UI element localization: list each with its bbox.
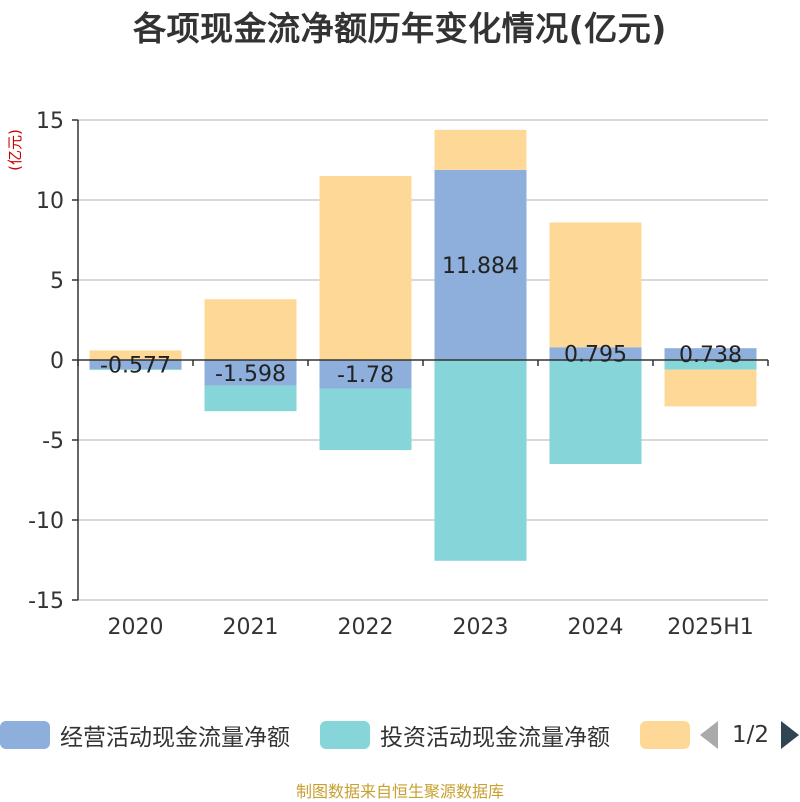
data-label-operating: 0.738 <box>679 343 742 368</box>
legend-pager: 1/2 <box>700 720 800 750</box>
bars <box>89 129 757 561</box>
bar-operating <box>664 348 757 360</box>
bar-investing <box>664 360 757 370</box>
stacked-bar-chart: 15 10 5 0 -5 -10 -15 2020 2021 2022 2023 2024 2025H… <box>28 109 769 640</box>
y-tick-label: 0 <box>50 349 64 374</box>
data-label-operating: -1.598 <box>215 362 286 387</box>
bar-financing <box>89 350 182 360</box>
x-tick-label: 2025H1 <box>667 615 754 640</box>
bar-operating <box>549 347 642 360</box>
legend-swatch-investing <box>320 721 370 749</box>
y-tick-label: -10 <box>28 509 64 534</box>
chart-title: 各项现金流净额历年变化情况(亿元) <box>133 9 667 48</box>
data-label-operating: 0.795 <box>564 343 627 368</box>
y-tick-label: 10 <box>36 189 64 214</box>
legend: 经营活动现金流量净额 投资活动现金流量净额 1/2 <box>0 712 800 758</box>
data-labels: -0.577 -1.598 -1.78 11.884 0.795 0.738 <box>100 254 742 388</box>
legend-swatch-financing <box>640 721 690 749</box>
legend-next-arrow-icon[interactable] <box>781 721 800 749</box>
bar-financing <box>549 222 642 348</box>
bar-operating <box>319 360 412 389</box>
bar-operating <box>89 360 182 370</box>
bar-investing <box>204 385 297 412</box>
y-tick-label: -5 <box>42 429 64 454</box>
bar-financing <box>319 176 412 360</box>
grid-lines <box>78 119 768 601</box>
bar-operating <box>434 169 527 360</box>
legend-item-financing[interactable] <box>640 720 690 750</box>
legend-prev-arrow-icon[interactable] <box>700 721 718 749</box>
x-tick-label: 2020 <box>108 615 164 640</box>
legend-swatch-operating <box>0 721 50 749</box>
y-axis-unit-text: (亿元) <box>6 129 24 171</box>
legend-item-investing[interactable]: 投资活动现金流量净额 <box>320 720 610 751</box>
bar-investing <box>89 369 182 371</box>
bar-investing <box>319 388 412 451</box>
data-label-operating: 11.884 <box>442 254 519 279</box>
x-tick-label: 2022 <box>338 615 394 640</box>
bar-financing <box>664 369 757 407</box>
x-tick-label: 2023 <box>453 615 509 640</box>
bar-financing <box>434 129 527 170</box>
y-tick-label: 5 <box>50 269 64 294</box>
legend-label-operating: 经营活动现金流量净额 <box>60 725 290 751</box>
x-tick-label: 2024 <box>568 615 624 640</box>
bar-financing <box>204 299 297 360</box>
legend-item-operating[interactable]: 经营活动现金流量净额 <box>0 720 290 751</box>
data-label-operating: -1.78 <box>337 363 394 388</box>
x-tick-label: 2021 <box>223 615 279 640</box>
x-axis-ticks: 2020 2021 2022 2023 2024 2025H1 <box>77 360 769 640</box>
legend-label-investing: 投资活动现金流量净额 <box>380 725 610 751</box>
y-axis-ticks: 15 10 5 0 -5 -10 -15 <box>28 109 78 614</box>
bar-operating <box>204 360 297 386</box>
bar-investing <box>434 360 527 561</box>
bar-investing <box>549 360 642 464</box>
y-tick-label: -15 <box>28 589 64 614</box>
data-label-operating: -0.577 <box>100 354 171 379</box>
legend-page-indicator: 1/2 <box>732 722 770 748</box>
data-source-note: 制图数据来自恒生聚源数据库 <box>295 782 504 801</box>
y-axis-unit-label: (亿元) <box>6 129 24 171</box>
y-tick-label: 15 <box>36 109 64 134</box>
